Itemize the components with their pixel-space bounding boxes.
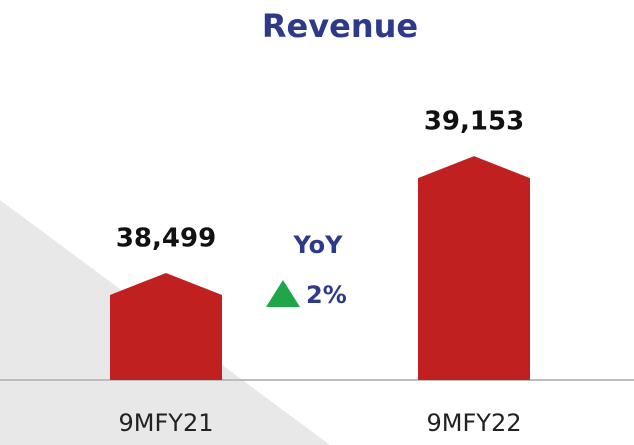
- chart-title: Revenue: [262, 7, 418, 45]
- value-label: 38,499: [116, 223, 216, 253]
- annotation-change: 2%: [306, 281, 347, 309]
- value-label: 39,153: [424, 107, 524, 137]
- annotation-title: YoY: [292, 231, 343, 259]
- bar: [110, 272, 222, 380]
- bar: [418, 156, 530, 380]
- up-arrow: [266, 280, 300, 307]
- x-tick-label: 9MFY21: [119, 409, 214, 437]
- x-tick-label: 9MFY22: [427, 409, 522, 437]
